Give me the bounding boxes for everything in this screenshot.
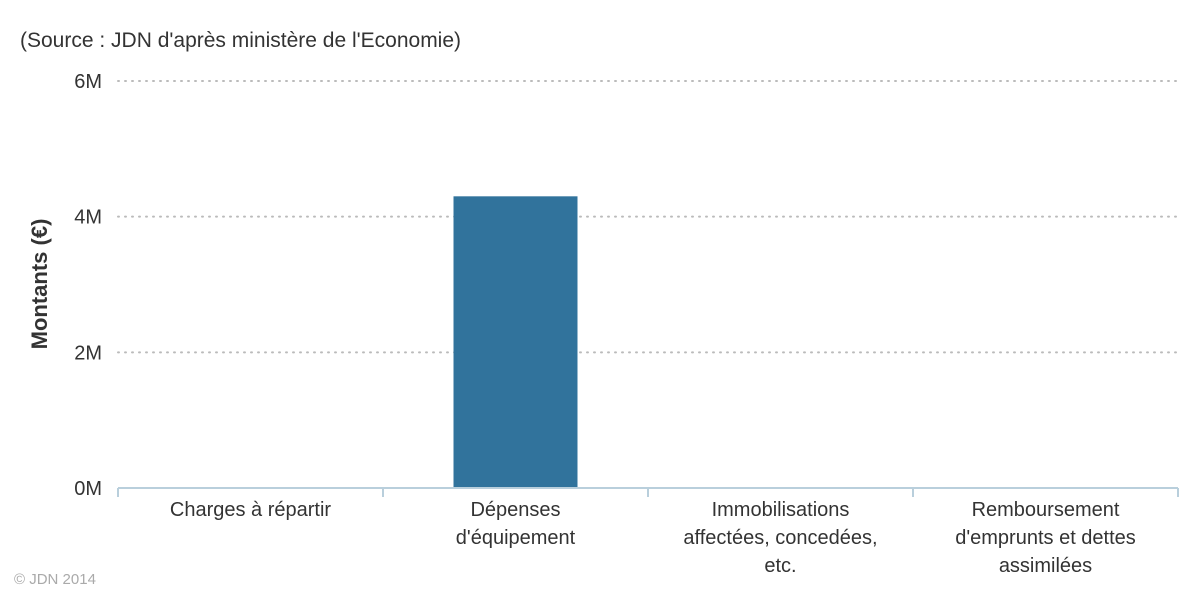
- x-tick-label-line: Charges à répartir: [170, 499, 332, 521]
- x-tick-labels: Charges à répartir Dépenses d'équipement Im…: [170, 499, 1136, 577]
- x-tick-label-line: etc.: [764, 555, 796, 577]
- x-tick-label: Dépenses d'équipement: [456, 499, 576, 549]
- x-tick-label-line: Dépenses: [470, 499, 560, 521]
- y-tick-label: 6M: [74, 71, 102, 93]
- x-tick-label: Immobilisations affectées, concedées, etc.: [683, 499, 877, 577]
- x-tick-label-line: d'emprunts et dettes: [955, 527, 1136, 549]
- y-tick-label: 0M: [74, 478, 102, 500]
- source-note: (Source : JDN d'après ministère de l'Eco…: [20, 29, 462, 52]
- gridlines: [117, 80, 1179, 354]
- x-axis: [117, 487, 1179, 497]
- x-tick-label-line: assimilées: [999, 555, 1092, 577]
- x-tick-label-line: Immobilisations: [712, 499, 850, 521]
- x-tick-label: Charges à répartir: [170, 499, 332, 521]
- x-tick-label-line: Remboursement: [972, 499, 1120, 521]
- y-axis-title: Montants (€): [27, 219, 52, 350]
- bars: [453, 196, 578, 489]
- x-tick-label-line: d'équipement: [456, 527, 576, 549]
- bar: [453, 196, 578, 489]
- x-tick-label-line: affectées, concedées,: [683, 527, 877, 549]
- x-tick-label: Remboursement d'emprunts et dettes assimil…: [955, 499, 1136, 577]
- y-tick-labels: 0M 2M 4M 6M: [74, 71, 102, 500]
- y-tick-label: 2M: [74, 342, 102, 364]
- copyright-credit: © JDN 2014: [14, 571, 96, 588]
- y-tick-label: 4M: [74, 207, 102, 229]
